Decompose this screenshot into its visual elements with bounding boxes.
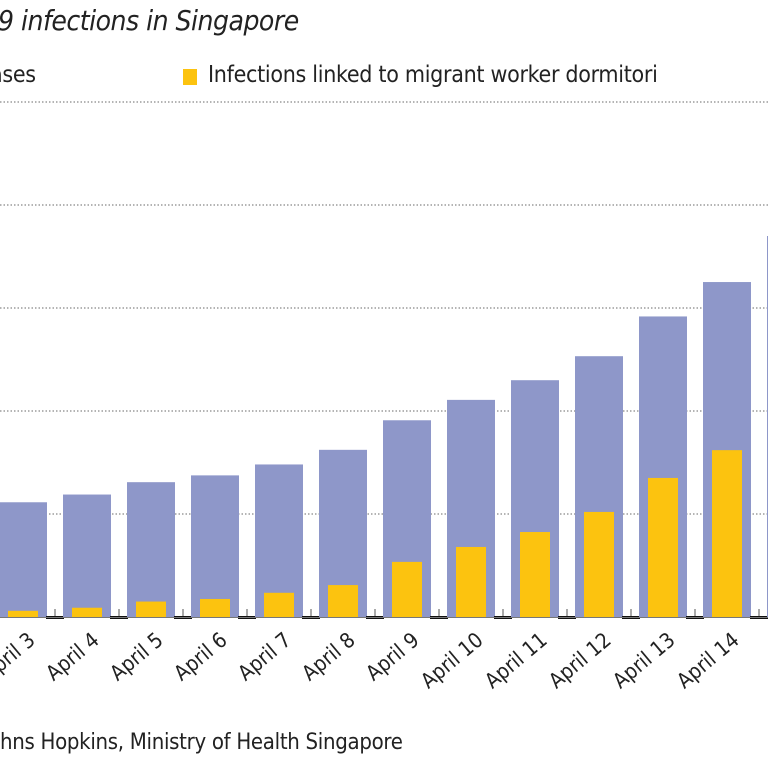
bar-dormitory (136, 601, 166, 617)
x-tick-label: April 4 (41, 628, 103, 686)
x-tick-label: pril 3 (0, 628, 40, 677)
x-tick-label: April 10 (416, 628, 488, 693)
bar-total (127, 482, 175, 617)
legend-label-dormitory: Infections linked to migrant worker dorm… (208, 62, 658, 88)
bar-dormitory (648, 477, 678, 617)
x-tick-label: April 8 (297, 628, 359, 686)
chart-title: 9 infections in Singapore (0, 4, 299, 37)
bar-total (63, 494, 111, 617)
bar-dormitory (8, 610, 38, 617)
bar-dormitory (520, 532, 550, 617)
x-tick-label: Apri (763, 628, 768, 671)
x-tick-label: April 14 (672, 628, 744, 693)
bar-dormitory (200, 598, 230, 617)
bar-dormitory (392, 561, 422, 617)
legend-total-cases: ases (0, 62, 36, 88)
x-tick-label: April 6 (169, 628, 231, 686)
bar-dormitory (72, 607, 102, 617)
source-note: hns Hopkins, Ministry of Health Singapor… (0, 730, 403, 755)
x-tick-label: April 11 (480, 628, 552, 693)
bar-dormitory (456, 546, 486, 617)
bar-dormitory (712, 450, 742, 617)
legend-swatch-dormitory (183, 69, 197, 85)
bar-dormitory (264, 592, 294, 617)
x-tick-label: April 13 (608, 628, 680, 693)
x-tick-label: April 9 (361, 628, 423, 686)
x-tick-label: April 5 (105, 628, 167, 686)
x-tick-label: April 7 (233, 628, 295, 686)
legend-dormitory: Infections linked to migrant worker dorm… (208, 62, 658, 88)
bar-dormitory (584, 511, 614, 617)
x-tick-label: April 12 (544, 628, 616, 693)
bar-total (191, 475, 239, 617)
bar-total (0, 502, 47, 617)
bar-dormitory (328, 585, 358, 617)
legend-label-total: ases (0, 62, 36, 88)
bar-total (255, 464, 303, 617)
